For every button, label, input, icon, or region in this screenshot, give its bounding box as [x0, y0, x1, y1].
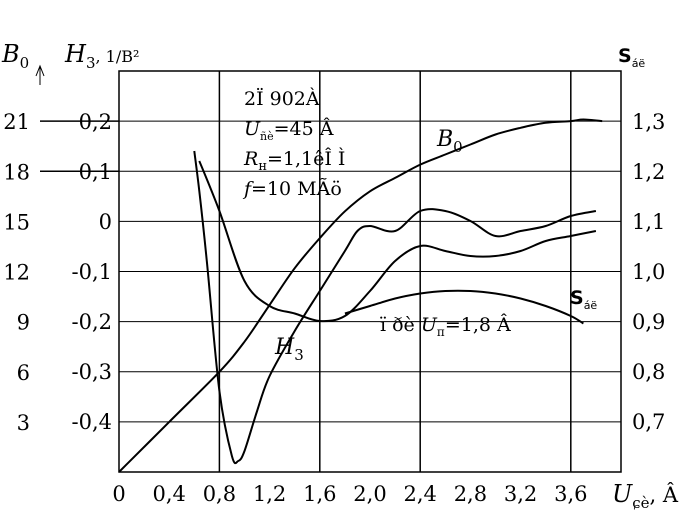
x-tick-label-2: 0,8 — [203, 482, 236, 506]
h3-tick-label-1: -0,3 — [72, 360, 113, 384]
annotation-line-2: Uñè=45 Â — [244, 117, 334, 143]
grid — [119, 71, 621, 472]
h3-curve-label: H3 — [274, 335, 304, 364]
annotation-line-3: Rн=1,1êÎ Ì — [243, 147, 345, 174]
h3-axis-title: H3, 1/В² — [64, 40, 139, 72]
x-tick-label-1: 0,4 — [152, 482, 185, 506]
h3-tick-label-0: -0,4 — [72, 410, 113, 434]
h3-tick-label-6: 0,2 — [79, 110, 112, 134]
h3-curve — [193, 150, 597, 465]
s-tick-label-2: 0,9 — [632, 310, 665, 334]
annotation-line-4: f=10 MÃö — [242, 178, 342, 200]
parameters-annotation: 2Ï 902À Uñè=45 Â Rн=1,1êÎ Ì f=10 MÃö — [242, 87, 345, 200]
h3-tick-label-5: 0,1 — [79, 160, 112, 184]
b0-tick-label-1: 6 — [17, 361, 30, 385]
h3-tick-label-3: -0,1 — [72, 260, 113, 284]
x-tick-label-8: 3,2 — [504, 482, 537, 506]
b0-tick-label-3: 12 — [3, 261, 30, 285]
plot-frame — [40, 70, 622, 473]
s-tick-label-0: 0,7 — [632, 410, 665, 434]
b0-tick-label-6: 21 — [3, 110, 30, 134]
x-tick-label-3: 1,2 — [253, 482, 286, 506]
s-tick-label-3: 1,0 — [632, 260, 665, 284]
s-axis-title: Sáë — [618, 45, 645, 70]
x-tick-label-9: 3,6 — [554, 482, 587, 506]
x-tick-label-0: 0 — [112, 482, 125, 506]
x-tick-label-5: 2,0 — [353, 482, 386, 506]
s-curve-label: Sáë — [570, 287, 597, 312]
b0-axis-title: B0 — [1, 40, 29, 72]
s-tick-label-5: 1,2 — [632, 160, 665, 184]
h3-tick-label-4: 0 — [99, 210, 112, 234]
b0-tick-label-0: 3 — [17, 411, 30, 435]
un-condition-label: ï ðè Uп=1,8 Â — [380, 313, 511, 339]
s-tick-label-1: 0,8 — [632, 360, 665, 384]
frame-rect — [118, 70, 622, 473]
x-ticks: 0 0,4 0,8 1,2 1,6 2,0 2,4 2,8 3,2 3,6 — [112, 482, 587, 506]
x-axis-title: Uɕè, Â — [612, 480, 679, 511]
s-curve — [198, 160, 597, 323]
b0-tick-label-2: 9 — [17, 311, 30, 335]
b0-arrowhead — [35, 64, 45, 77]
h3-ticks: -0,4 -0,3 -0,2 -0,1 0 0,1 0,2 — [72, 110, 113, 434]
annotation-line-1: 2Ï 902À — [244, 87, 320, 110]
b0-ticks: 3 6 9 12 15 18 21 — [3, 110, 30, 435]
b0-tick-label-4: 15 — [3, 210, 30, 234]
b0-tick-label-5: 18 — [3, 160, 30, 184]
s-ticks: 0,7 0,8 0,9 1,0 1,1 1,2 1,3 — [632, 110, 665, 434]
b0-curve-label: B0 — [436, 127, 463, 156]
s-tick-label-6: 1,3 — [632, 110, 665, 134]
x-tick-label-4: 1,6 — [303, 482, 336, 506]
x-tick-label-6: 2,4 — [403, 482, 436, 506]
s-curve-un-1-8 — [344, 289, 584, 325]
h3-tick-label-2: -0,2 — [72, 310, 113, 334]
x-tick-label-7: 2,8 — [454, 482, 487, 506]
s-tick-label-4: 1,1 — [632, 210, 665, 234]
curves — [118, 118, 603, 473]
b0-curve — [118, 118, 603, 473]
